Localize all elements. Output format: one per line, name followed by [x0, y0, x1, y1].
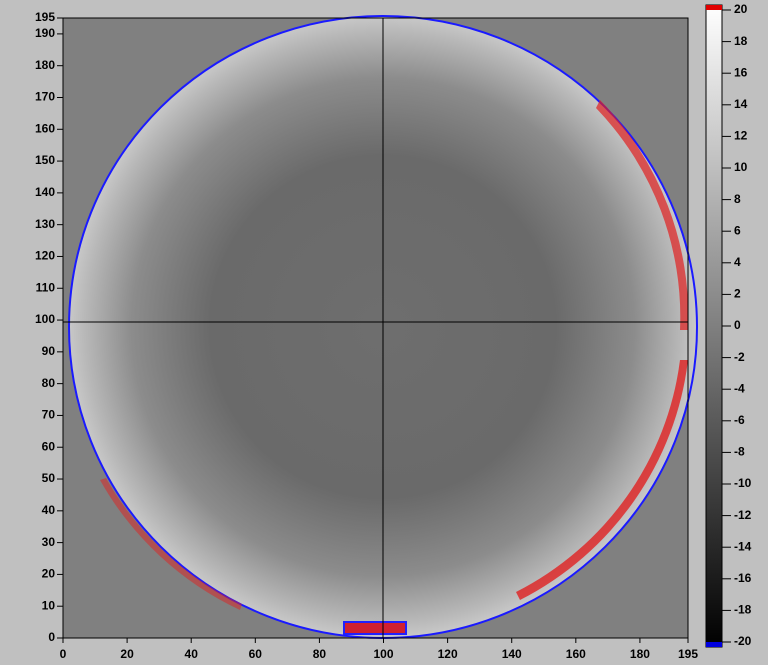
y-tick-label: 80 [42, 376, 56, 390]
y-tick-label: 60 [42, 439, 56, 453]
x-tick-label: 20 [120, 647, 134, 661]
colorbar-tick-label: 4 [734, 255, 741, 269]
deviation-spot [344, 622, 406, 634]
chart: 0204060801001201401601801950102030405060… [0, 0, 768, 665]
x-tick-label: 60 [249, 647, 263, 661]
y-tick-label: 10 [42, 598, 56, 612]
y-tick-label: 20 [42, 567, 56, 581]
y-tick-label: 100 [35, 312, 55, 326]
colorbar-tick-label: -12 [734, 508, 752, 522]
x-tick-label: 160 [566, 647, 586, 661]
y-tick-label: 180 [35, 58, 55, 72]
y-tick-label: 170 [35, 90, 55, 104]
colorbar-tick-label: -16 [734, 571, 752, 585]
y-tick-label: 150 [35, 153, 55, 167]
colorbar-tick-label: 6 [734, 223, 741, 237]
colorbar-tick-label: -18 [734, 603, 752, 617]
colorbar-tick-label: -4 [734, 381, 745, 395]
y-tick-label: 30 [42, 535, 56, 549]
y-tick-label: 50 [42, 471, 56, 485]
colorbar-tick-label: 12 [734, 129, 748, 143]
y-tick-label: 140 [35, 185, 55, 199]
x-tick-label: 195 [678, 647, 698, 661]
colorbar-over [706, 5, 722, 10]
colorbar-tick-label: 0 [734, 318, 741, 332]
colorbar-tick-label: -8 [734, 445, 745, 459]
x-tick-label: 80 [313, 647, 327, 661]
colorbar [706, 5, 722, 647]
y-tick-label: 40 [42, 503, 56, 517]
x-tick-label: 140 [502, 647, 522, 661]
colorbar-tick-label: -14 [734, 539, 752, 553]
colorbar-tick-label: -2 [734, 350, 745, 364]
y-tick-label: 130 [35, 217, 55, 231]
y-tick-label: 90 [42, 344, 56, 358]
colorbar-under [706, 642, 722, 647]
y-tick-label: 0 [48, 630, 55, 644]
y-tick-label: 70 [42, 408, 56, 422]
colorbar-tick-label: 10 [734, 160, 748, 174]
colorbar-tick-label: 18 [734, 34, 748, 48]
x-tick-label: 0 [60, 647, 67, 661]
y-tick-label: 195 [35, 10, 55, 24]
x-tick-label: 180 [630, 647, 650, 661]
colorbar-tick-label: -20 [734, 634, 752, 648]
x-tick-label: 100 [373, 647, 393, 661]
colorbar-tick-label: 16 [734, 65, 748, 79]
y-tick-label: 120 [35, 249, 55, 263]
y-tick-label: 190 [35, 26, 55, 40]
x-tick-label: 40 [185, 647, 199, 661]
y-tick-label: 160 [35, 121, 55, 135]
colorbar-tick-label: 8 [734, 192, 741, 206]
colorbar-tick-label: 2 [734, 287, 741, 301]
colorbar-tick-label: 20 [734, 2, 748, 16]
colorbar-tick-label: 14 [734, 97, 748, 111]
y-tick-label: 110 [36, 280, 56, 294]
colorbar-tick-label: -6 [734, 413, 745, 427]
x-tick-label: 120 [438, 647, 458, 661]
colorbar-tick-label: -10 [734, 476, 752, 490]
